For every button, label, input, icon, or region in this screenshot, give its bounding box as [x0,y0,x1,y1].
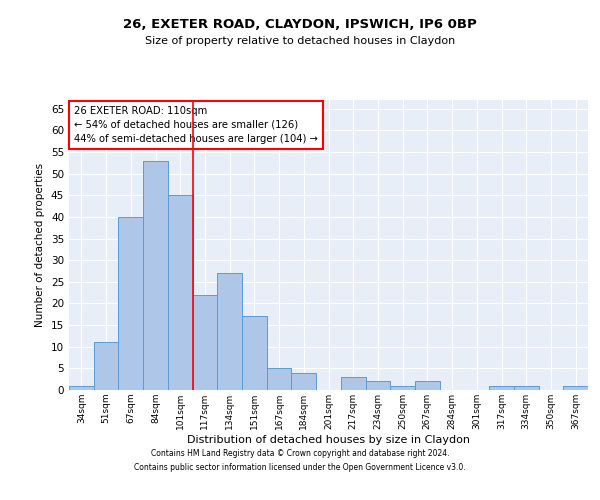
Bar [193,295,217,390]
Bar [489,386,514,390]
Text: Contains HM Land Registry data © Crown copyright and database right 2024.: Contains HM Land Registry data © Crown c… [151,448,449,458]
Bar [341,377,365,390]
X-axis label: Distribution of detached houses by size in Claydon: Distribution of detached houses by size … [187,434,470,444]
Bar [563,386,588,390]
Y-axis label: Number of detached properties: Number of detached properties [35,163,46,327]
Bar [118,217,143,390]
Text: 26 EXETER ROAD: 110sqm
← 54% of detached houses are smaller (126)
44% of semi-de: 26 EXETER ROAD: 110sqm ← 54% of detached… [74,106,318,144]
Bar [94,342,118,390]
Bar [292,372,316,390]
Bar [267,368,292,390]
Text: Size of property relative to detached houses in Claydon: Size of property relative to detached ho… [145,36,455,46]
Bar [143,160,168,390]
Text: 26, EXETER ROAD, CLAYDON, IPSWICH, IP6 0BP: 26, EXETER ROAD, CLAYDON, IPSWICH, IP6 0… [123,18,477,30]
Bar [415,382,440,390]
Bar [390,386,415,390]
Bar [365,382,390,390]
Bar [69,386,94,390]
Bar [217,273,242,390]
Bar [168,195,193,390]
Bar [514,386,539,390]
Text: Contains public sector information licensed under the Open Government Licence v3: Contains public sector information licen… [134,464,466,472]
Bar [242,316,267,390]
